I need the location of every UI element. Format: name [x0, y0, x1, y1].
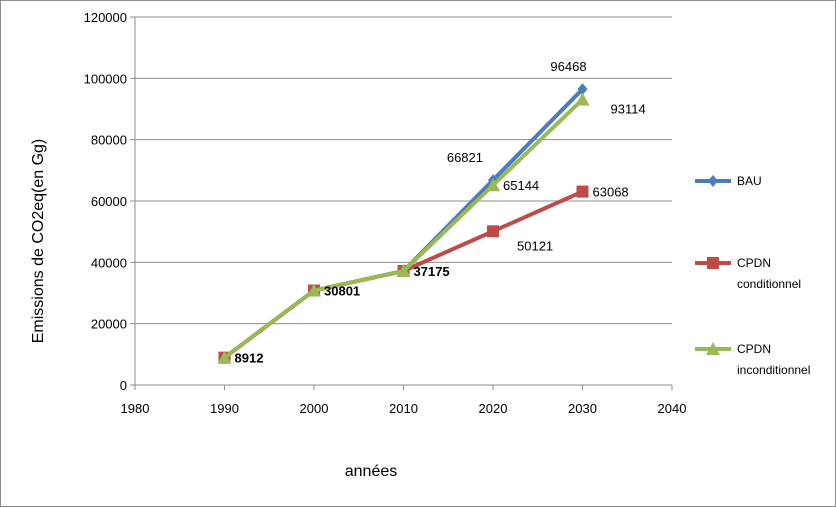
legend-label: CPDN [737, 256, 771, 270]
data-point [486, 178, 500, 192]
x-tick-label: 2010 [389, 401, 418, 416]
x-tick-label: 1990 [210, 401, 239, 416]
x-tick-label: 2040 [658, 401, 687, 416]
y-tick-label: 100000 [84, 71, 127, 86]
data-point [217, 350, 232, 364]
legend-item: BAU [695, 174, 762, 188]
data-point [575, 92, 590, 106]
x-tick-label: 1980 [121, 401, 150, 416]
series-group [217, 83, 590, 364]
data-label: 96468 [550, 59, 586, 74]
legend-item: CPDN conditionnel [695, 256, 801, 291]
y-tick-label: 40000 [91, 255, 127, 270]
legend-marker [706, 342, 720, 355]
data-point [576, 185, 589, 198]
data-label: 63068 [593, 185, 629, 200]
y-tick-label: 80000 [91, 133, 127, 148]
x-axis-title: années [345, 463, 398, 480]
data-point [396, 263, 411, 277]
axes: 0 20000 40000 60000 80000 100000 120000 1980 199… [84, 10, 687, 416]
legend-label: CPDN [737, 342, 771, 356]
data-label: 37175 [414, 264, 450, 279]
grid-lines [135, 16, 672, 325]
data-label: 66821 [447, 150, 483, 165]
data-labels: 8912 30801 37175 66821 65144 50121 96468 93114 6… [235, 59, 646, 366]
legend-label: inconditionnel [737, 363, 810, 377]
y-tick-label: 120000 [84, 10, 127, 25]
legend-marker [708, 175, 718, 187]
data-label: 65144 [503, 178, 539, 193]
data-label: 93114 [611, 101, 646, 116]
y-axis-title: Emissions de CO2eq(en Gg) [30, 139, 47, 344]
data-label: 30801 [324, 284, 360, 299]
legend-marker [707, 257, 719, 269]
legend: BAU CPDN conditionnel CPDN inconditionnel [695, 174, 810, 377]
data-point [307, 283, 321, 297]
data-point [577, 83, 588, 96]
x-tick-label: 2030 [568, 401, 597, 416]
y-tick-label: 20000 [91, 317, 127, 332]
series-line [223, 98, 584, 360]
series-cpdn-inconditionnel [217, 92, 590, 364]
legend-label: conditionnel [737, 277, 801, 291]
data-label: 50121 [517, 238, 553, 253]
y-tick-label: 0 [120, 378, 127, 393]
data-label: 8912 [235, 351, 264, 366]
x-tick-label: 2020 [479, 401, 508, 416]
y-tick-label: 60000 [91, 194, 127, 209]
legend-item: CPDN inconditionnel [695, 342, 810, 377]
x-tick-label: 2000 [300, 401, 329, 416]
legend-label: BAU [737, 174, 762, 188]
data-point [487, 225, 499, 238]
